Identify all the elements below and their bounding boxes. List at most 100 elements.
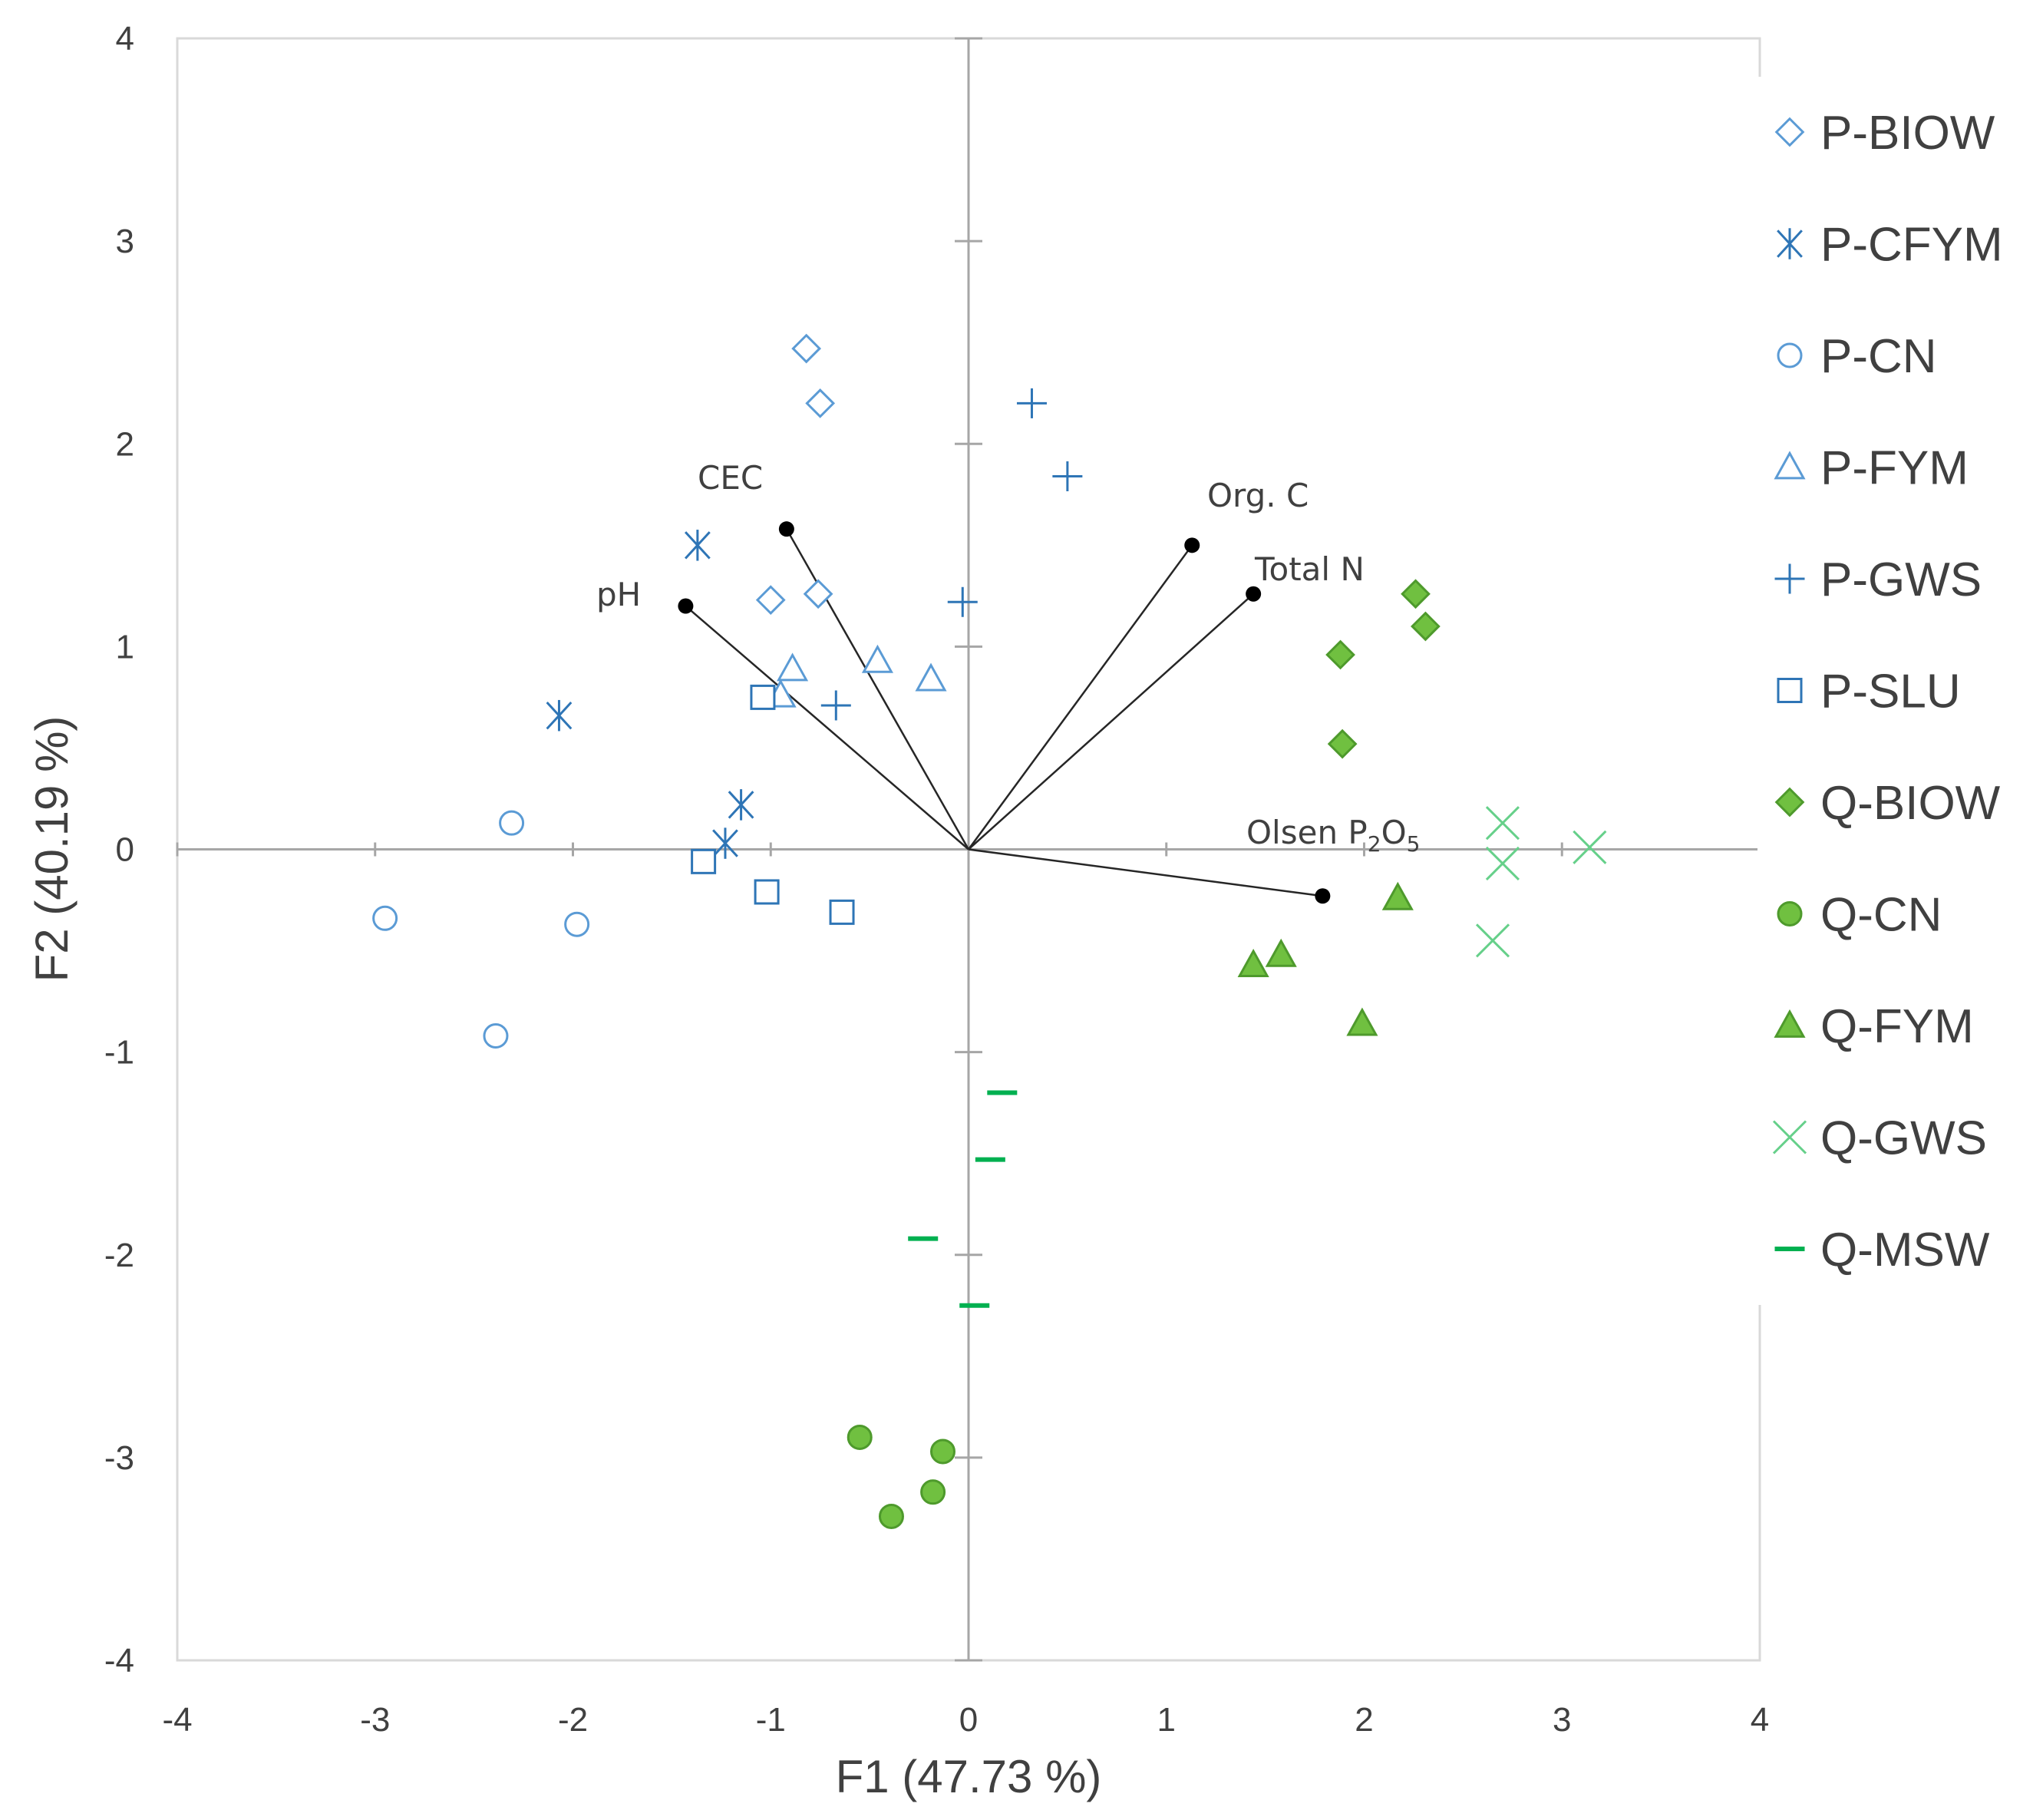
vector-label-total-n: Total N	[1254, 550, 1365, 588]
point-p-cfym-4	[712, 827, 738, 859]
point-p-slu-4	[829, 899, 855, 925]
legend-marker-q-cn-shape	[1777, 901, 1803, 927]
point-p-fym-3	[777, 652, 809, 682]
point-q-cn-3	[920, 1479, 946, 1505]
point-p-cfym-2	[546, 699, 573, 732]
point-p-cn-4	[483, 1022, 509, 1049]
point-p-cn-2	[372, 905, 398, 931]
point-p-fym-2	[915, 662, 947, 692]
point-p-gws-4	[820, 690, 851, 721]
legend-label-q-gws: Q-GWS	[1820, 1112, 1987, 1165]
vector-line-ph	[685, 605, 969, 851]
x-tick-label: 4	[1751, 1701, 1769, 1739]
legend-marker-q-cn	[1777, 901, 1803, 927]
olsen-main: Olsen P	[1246, 814, 1368, 851]
point-p-biow-4	[803, 579, 833, 609]
point-q-cn-2-shape	[929, 1438, 955, 1465]
legend-label-p-fym: P-FYM	[1820, 442, 1969, 495]
x-tick-label: -4	[162, 1701, 192, 1739]
point-q-fym-3-shape	[1265, 938, 1297, 967]
point-p-cfym-2-d2	[546, 701, 573, 730]
point-q-biow-2-shape	[1411, 611, 1441, 642]
vector-line-total-n	[968, 593, 1254, 851]
point-q-fym-4-shape	[1346, 1007, 1378, 1036]
x-tick-label: 0	[959, 1701, 978, 1739]
legend-label-q-cn: Q-CN	[1820, 889, 1942, 942]
point-p-slu-3-shape	[754, 879, 780, 905]
vector-label-olsen-p2o5: Olsen P2O5	[1246, 814, 1420, 857]
x-axis-title: F1 (47.73 %)	[836, 1751, 1102, 1802]
point-p-cn-3-shape	[564, 911, 590, 937]
legend-marker-p-slu-shape	[1777, 678, 1803, 703]
point-q-biow-1-shape	[1401, 579, 1431, 609]
y-tick-label: -2	[104, 1237, 134, 1274]
olsen-o: O	[1381, 814, 1407, 851]
y-tick-label: -1	[104, 1034, 134, 1072]
point-q-cn-1	[847, 1424, 873, 1450]
point-q-fym-4	[1346, 1007, 1378, 1036]
point-p-biow-2-shape	[805, 388, 836, 418]
x-tick-label: -2	[558, 1701, 588, 1739]
legend-marker-p-cn-shape	[1777, 342, 1803, 368]
legend-background	[1757, 77, 2033, 1305]
y-tick-label: 3	[116, 223, 134, 260]
point-q-cn-4	[878, 1503, 904, 1529]
point-q-gws-2	[1573, 830, 1607, 864]
y-tick-label: -4	[104, 1642, 134, 1680]
legend-label-p-gws: P-GWS	[1820, 553, 1982, 606]
legend-label-p-biow: P-BIOW	[1820, 107, 1995, 160]
vector-endpoint-cec	[778, 521, 794, 537]
vector-line-org-c	[967, 544, 1193, 851]
y-tick-label: 1	[116, 628, 134, 666]
legend-marker-q-gws	[1772, 1120, 1807, 1154]
axis-ticks: -4 -3 -2 -1 0 1 2 3 4 -4 -3 -2 -1 0 1 2 3 4	[104, 20, 1769, 1739]
vector-endpoint-total-n	[1246, 586, 1262, 602]
point-p-biow-4-shape	[803, 579, 833, 609]
point-q-gws-4	[1475, 923, 1510, 958]
vector-label-ph: pH	[596, 576, 641, 613]
point-q-gws-1-d2	[1485, 806, 1520, 841]
point-p-gws-3	[947, 586, 978, 617]
point-q-gws-1	[1485, 806, 1520, 841]
y-tick-label: 4	[116, 20, 134, 58]
point-p-slu-2-shape	[691, 848, 717, 874]
point-q-biow-3-shape	[1325, 639, 1355, 670]
legend-label-q-biow: Q-BIOW	[1820, 777, 2001, 830]
point-q-cn-2	[929, 1438, 955, 1465]
point-q-fym-1	[1381, 881, 1414, 910]
data-points	[372, 333, 1607, 1529]
vector-endpoint-olsen-p2o5	[1315, 888, 1331, 904]
x-tick-label: 2	[1355, 1701, 1373, 1739]
x-tick-label: 1	[1157, 1701, 1176, 1739]
legend-label-p-cn: P-CN	[1820, 330, 1937, 383]
vector-endpoint-ph	[678, 598, 694, 614]
y-tick-label: 2	[116, 425, 134, 463]
legend: P-BIOW P-CFYM P-CN P-FYM P-GWS P-SLU Q-BIOW Q-C…	[1757, 77, 2033, 1305]
point-p-cn-2-shape	[372, 905, 398, 931]
vector-label-cec: CEC	[698, 459, 763, 497]
point-p-cn-4-shape	[483, 1022, 509, 1049]
variable-vectors	[678, 521, 1331, 904]
point-q-biow-4	[1327, 728, 1358, 759]
point-q-fym-2-shape	[1237, 948, 1269, 977]
legend-marker-p-gws	[1774, 563, 1805, 594]
point-q-cn-4-shape	[878, 1503, 904, 1529]
point-p-slu-4-shape	[829, 899, 855, 925]
point-p-cfym-4-d2	[712, 829, 738, 857]
point-p-fym-3-shape	[777, 652, 809, 682]
legend-marker-p-slu	[1777, 678, 1803, 703]
legend-label-q-fym: Q-FYM	[1820, 1000, 1974, 1053]
legend-marker-p-biow-shape	[1774, 117, 1805, 147]
legend-marker-q-biow	[1774, 787, 1805, 818]
point-q-gws-2-d2	[1573, 830, 1607, 864]
point-q-biow-3	[1325, 639, 1355, 670]
point-p-biow-3	[755, 585, 786, 615]
point-p-fym-2-shape	[915, 662, 947, 692]
point-p-cn-1-shape	[499, 810, 525, 836]
point-p-slu-1-shape	[750, 684, 776, 710]
point-p-cfym-1	[684, 530, 711, 561]
x-tick-label: -1	[756, 1701, 786, 1739]
point-p-fym-1	[861, 644, 893, 673]
